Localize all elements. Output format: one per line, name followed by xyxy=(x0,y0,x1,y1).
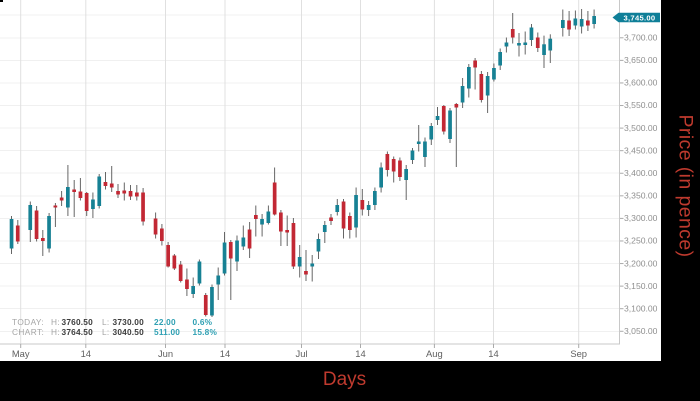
svg-text:3,300.00: 3,300.00 xyxy=(624,213,658,223)
svg-text:14: 14 xyxy=(355,348,365,359)
svg-text:3760.50: 3760.50 xyxy=(62,317,94,327)
svg-text:3040.50: 3040.50 xyxy=(113,327,145,337)
svg-text:14: 14 xyxy=(220,348,230,359)
svg-text:3,700.00: 3,700.00 xyxy=(624,33,658,43)
svg-text:3,550.00: 3,550.00 xyxy=(624,100,658,110)
svg-text:3,100.00: 3,100.00 xyxy=(624,303,658,313)
svg-text:TODAY:: TODAY: xyxy=(12,317,44,327)
svg-text:15.8%: 15.8% xyxy=(193,327,218,337)
svg-text:Jun: Jun xyxy=(158,348,173,359)
svg-text:3,250.00: 3,250.00 xyxy=(624,236,658,246)
svg-text:3,200.00: 3,200.00 xyxy=(624,258,658,268)
svg-text:Sep: Sep xyxy=(570,348,587,359)
svg-text:3,650.00: 3,650.00 xyxy=(624,55,658,65)
svg-text:H:: H: xyxy=(51,327,60,337)
svg-text:3,150.00: 3,150.00 xyxy=(624,281,658,291)
svg-text:3,400.00: 3,400.00 xyxy=(624,168,658,178)
svg-text:3,350.00: 3,350.00 xyxy=(624,191,658,201)
svg-text:0.6%: 0.6% xyxy=(193,317,213,327)
svg-text:3730.00: 3730.00 xyxy=(113,317,145,327)
svg-text:14: 14 xyxy=(81,348,91,359)
svg-text:3,050.00: 3,050.00 xyxy=(624,326,658,336)
svg-text:511.00: 511.00 xyxy=(154,327,180,337)
svg-text:CHART:: CHART: xyxy=(12,327,44,337)
svg-text:3,450.00: 3,450.00 xyxy=(624,145,658,155)
svg-text:3,500.00: 3,500.00 xyxy=(624,123,658,133)
svg-text:Aug: Aug xyxy=(426,348,443,359)
svg-text:L:: L: xyxy=(102,327,109,337)
svg-text:3764.50: 3764.50 xyxy=(62,327,94,337)
svg-text:14: 14 xyxy=(488,348,498,359)
svg-text:3,600.00: 3,600.00 xyxy=(624,78,658,88)
svg-text:May: May xyxy=(12,348,30,359)
svg-text:L:: L: xyxy=(102,317,109,327)
svg-text:3,745.00: 3,745.00 xyxy=(624,13,656,22)
svg-text:22.00: 22.00 xyxy=(154,317,176,327)
svg-text:H:: H: xyxy=(51,317,60,327)
svg-text:Jul: Jul xyxy=(296,348,308,359)
